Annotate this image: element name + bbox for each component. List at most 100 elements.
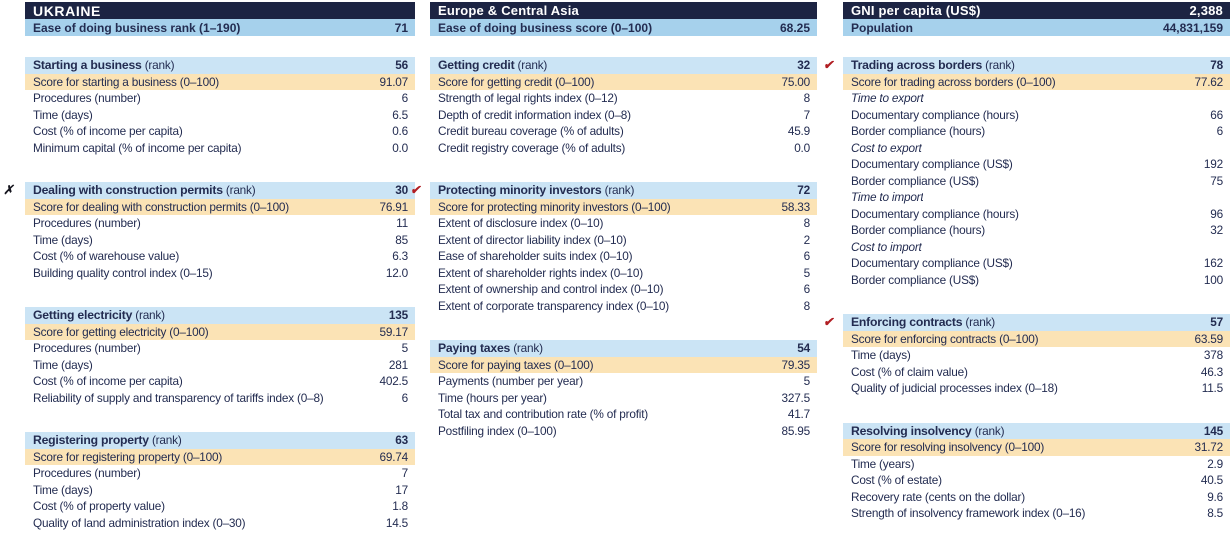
metric-label: Time (days) — [851, 348, 911, 363]
metric-label: Score for dealing with construction perm… — [33, 199, 290, 214]
metric-value: 59.17 — [379, 324, 408, 339]
metric-label: Score for protecting minority investors … — [438, 199, 671, 214]
metric-value: 6 — [803, 249, 811, 264]
section-name-wrap: Enforcing contracts (rank) — [851, 315, 995, 329]
metric-value: 6 — [401, 390, 409, 405]
metric-value: 2.9 — [1207, 456, 1223, 471]
metric-value: 31.72 — [1194, 440, 1223, 455]
metric-value: 63.59 — [1194, 331, 1223, 346]
column-1: Europe & Central Asia Ease of doing busin… — [410, 2, 817, 439]
section-rank-value: 72 — [797, 183, 810, 198]
metric-row: Documentary compliance (US$) 192 — [843, 156, 1230, 173]
metric-row: Payments (number per year) 5 — [430, 373, 817, 390]
metric-row: Extent of corporate transparency index (… — [430, 298, 817, 315]
section-name-wrap: Protecting minority investors (rank) — [438, 183, 634, 197]
score-row: Score for registering property (0–100) 69… — [25, 448, 415, 465]
metric-row: Credit registry coverage (% of adults) 0.… — [430, 140, 817, 157]
subheader-value: 68.25 — [779, 20, 810, 35]
section-name-wrap: Getting electricity (rank) — [33, 308, 165, 322]
column-subheader-bar: Ease of doing business rank (1–190) 71 — [25, 19, 415, 36]
column-header-bar: UKRAINE — [25, 2, 415, 19]
topic-section: Paying taxes (rank) 54 Score for paying ta… — [430, 340, 817, 439]
metric-row: Time (days) 281 — [25, 357, 415, 374]
metric-label: Cost (% of income per capita) — [33, 124, 183, 139]
score-row: Score for getting electricity (0–100) 59.… — [25, 323, 415, 340]
section-header-row: Starting a business (rank) 56 — [25, 57, 415, 74]
section-rank-value: 63 — [395, 433, 408, 448]
section-rank-value: 30 — [395, 183, 408, 198]
metric-value: 14.5 — [385, 515, 408, 530]
metric-row: Cost (% of income per capita) 0.6 — [25, 123, 415, 140]
metric-row: Quality of judicial processes index (0–1… — [843, 380, 1230, 397]
metric-label: Strength of insolvency framework index (… — [851, 506, 1086, 521]
metric-label: Strength of legal rights index (0–12) — [438, 91, 618, 106]
metric-label: Cost (% of warehouse value) — [33, 249, 180, 264]
metric-label: Time (days) — [33, 357, 93, 372]
metric-value: 8 — [803, 91, 811, 106]
metric-label: Border compliance (hours) — [851, 124, 985, 139]
metric-value: 1.8 — [392, 499, 408, 514]
metric-label: Documentary compliance (hours) — [851, 206, 1019, 221]
metric-row: Cost (% of claim value) 46.3 — [843, 364, 1230, 381]
metric-row: Quality of land administration index (0–… — [25, 515, 415, 532]
section-rank-value: 56 — [395, 58, 408, 73]
metric-label: Time (days) — [33, 107, 93, 122]
metric-row: Documentary compliance (US$) 162 — [843, 255, 1230, 272]
metric-row: Extent of ownership and control index (0… — [430, 281, 817, 298]
metric-value: 58.33 — [781, 199, 810, 214]
metric-row: Documentary compliance (hours) 96 — [843, 206, 1230, 223]
section-rank-value: 135 — [388, 308, 408, 323]
metric-value: 5 — [401, 341, 409, 356]
column-title-value: 2,388 — [1189, 3, 1223, 18]
subheading-row: Cost to import — [843, 239, 1230, 256]
metric-label: Ease of shareholder suits index (0–10) — [438, 249, 633, 264]
metric-row: Building quality control index (0–15) 12.… — [25, 265, 415, 282]
x-mark-icon: ✗ — [2, 183, 17, 197]
metric-value: 0.0 — [392, 140, 408, 155]
metric-row: Postfiling index (0–100) 85.95 — [430, 423, 817, 440]
metric-label: Building quality control index (0–15) — [33, 265, 213, 280]
metric-value: 11 — [396, 216, 408, 231]
topic-section: Resolving insolvency (rank) 145 Score for … — [843, 422, 1230, 522]
metric-row: Credit bureau coverage (% of adults) 45.9 — [430, 123, 817, 140]
metric-label: Border compliance (hours) — [851, 223, 985, 238]
section-name: Paying taxes — [438, 341, 511, 356]
metric-value: 85.95 — [781, 423, 810, 438]
metric-label: Time (days) — [33, 232, 93, 247]
metric-label: Reliability of supply and transparency o… — [33, 390, 324, 405]
metric-row: Border compliance (US$) 75 — [843, 173, 1230, 190]
metric-value: 192 — [1203, 157, 1223, 172]
section-suffix: (rank) — [151, 433, 182, 448]
score-row: Score for trading across borders (0–100)… — [843, 73, 1230, 90]
metric-value: 5 — [803, 374, 811, 389]
metric-row: Depth of credit information index (0–8) 7 — [430, 107, 817, 124]
section-header-row: Registering property (rank) 63 — [25, 432, 415, 449]
section-header-row: Getting credit (rank) 32 — [430, 57, 817, 74]
metric-row: Strength of legal rights index (0–12) 8 — [430, 90, 817, 107]
metric-label: Documentary compliance (hours) — [851, 107, 1019, 122]
score-row: Score for starting a business (0–100) 91.… — [25, 73, 415, 90]
metric-label: Documentary compliance (US$) — [851, 256, 1013, 271]
topic-section: ✔ Trading across borders (rank) 78 Score fo… — [823, 57, 1230, 288]
section-name: Protecting minority investors — [438, 183, 602, 198]
subheading-row: Cost to export — [843, 140, 1230, 157]
metric-value: 79.35 — [781, 357, 810, 372]
metric-value: 75 — [1210, 173, 1223, 188]
score-row: Score for paying taxes (0–100) 79.35 — [430, 356, 817, 373]
metric-label: Cost (% of estate) — [851, 473, 942, 488]
metric-row: Border compliance (hours) 6 — [843, 123, 1230, 140]
metric-value: 45.9 — [787, 124, 810, 139]
metric-value: 6.3 — [392, 249, 408, 264]
section-name: Getting electricity — [33, 308, 133, 323]
metric-row: Documentary compliance (hours) 66 — [843, 107, 1230, 124]
metric-row: Recovery rate (cents on the dollar) 9.6 — [843, 489, 1230, 506]
section-header-row: Resolving insolvency (rank) 145 — [843, 422, 1230, 439]
metric-value: 6 — [401, 91, 409, 106]
column-title: GNI per capita (US$) — [851, 3, 981, 18]
metric-value: 2 — [803, 232, 811, 247]
section-name: Registering property — [33, 433, 149, 448]
metric-value: 91.07 — [379, 74, 408, 89]
metric-value: 12.0 — [385, 265, 408, 280]
score-row: Score for resolving insolvency (0–100) 31… — [843, 439, 1230, 456]
section-name-wrap: Starting a business (rank) — [33, 58, 174, 72]
